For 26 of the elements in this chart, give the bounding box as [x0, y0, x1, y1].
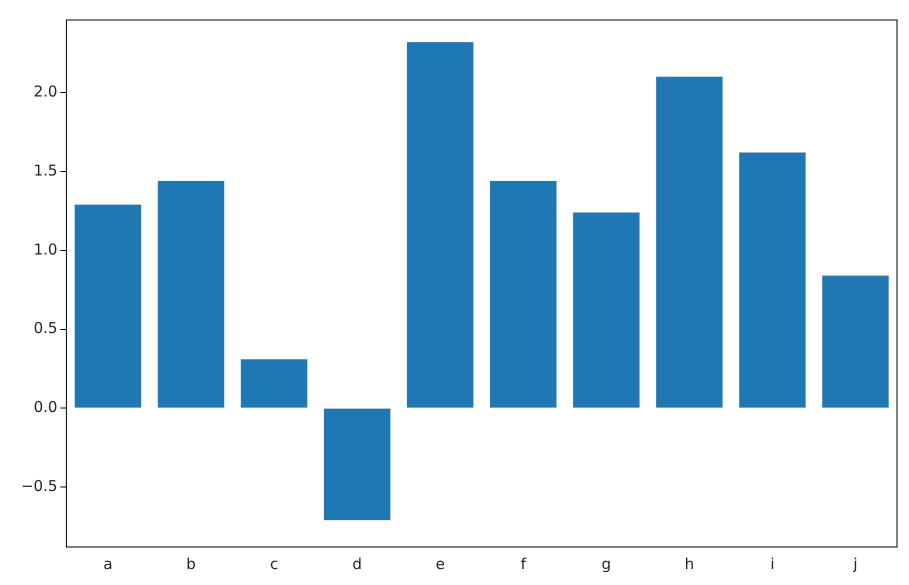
x-tick-label: a	[103, 554, 113, 573]
bar	[324, 408, 390, 520]
x-tick-label: j	[852, 554, 858, 573]
bar	[74, 204, 142, 408]
x-tick-label: g	[602, 554, 612, 573]
bar	[490, 180, 556, 408]
bar	[822, 276, 889, 408]
x-tick-label: b	[186, 554, 196, 573]
y-tick-label: 0.5	[34, 319, 58, 338]
x-tick-label: c	[270, 554, 278, 573]
x-tick-label: e	[436, 554, 445, 573]
bar	[656, 76, 723, 408]
y-tick-label: 1.0	[34, 240, 58, 258]
bar	[240, 359, 308, 408]
y-tick-label: 2.0	[34, 82, 58, 100]
bar	[406, 42, 474, 408]
bar	[158, 180, 224, 408]
x-tick-label: d	[352, 554, 362, 573]
x-tick-label: h	[684, 554, 694, 573]
y-tick-label: −0.5	[20, 476, 58, 495]
bar	[573, 212, 640, 408]
y-tick-label: 1.5	[34, 161, 58, 180]
x-tick-label: f	[520, 554, 527, 573]
x-tick-label: i	[770, 554, 774, 573]
bar	[739, 152, 806, 408]
y-tick-label: 0.0	[34, 398, 58, 416]
